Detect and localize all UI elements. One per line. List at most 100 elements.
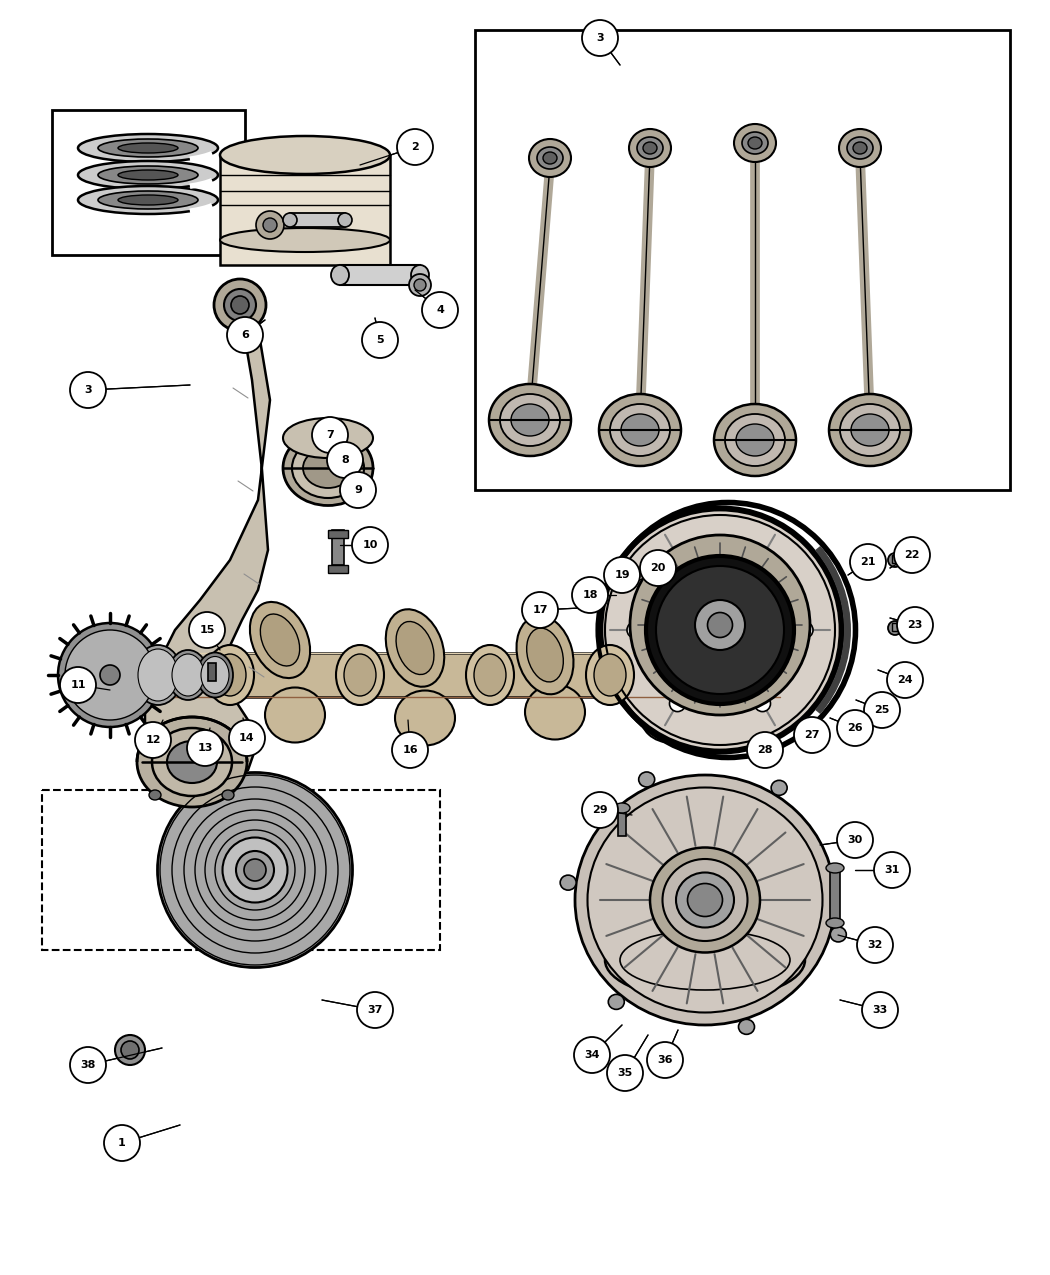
Circle shape <box>582 792 618 827</box>
Ellipse shape <box>98 139 198 157</box>
Ellipse shape <box>220 136 390 173</box>
Text: 16: 16 <box>402 745 418 755</box>
Ellipse shape <box>284 418 373 458</box>
Ellipse shape <box>78 134 218 162</box>
Ellipse shape <box>630 536 810 715</box>
Ellipse shape <box>149 790 161 799</box>
Ellipse shape <box>474 654 506 696</box>
Bar <box>328 565 348 572</box>
Ellipse shape <box>118 170 179 180</box>
Ellipse shape <box>134 645 182 705</box>
Text: 10: 10 <box>362 541 378 550</box>
Ellipse shape <box>152 728 232 796</box>
Bar <box>340 265 420 286</box>
Ellipse shape <box>826 863 844 873</box>
Ellipse shape <box>172 654 204 696</box>
Circle shape <box>522 592 558 629</box>
Bar <box>208 663 216 681</box>
Ellipse shape <box>136 717 247 807</box>
Ellipse shape <box>537 147 563 170</box>
Ellipse shape <box>640 687 700 742</box>
Ellipse shape <box>755 696 771 711</box>
Circle shape <box>327 442 363 478</box>
Ellipse shape <box>78 186 218 214</box>
Text: 31: 31 <box>884 864 900 875</box>
Circle shape <box>397 129 433 164</box>
Circle shape <box>392 732 428 768</box>
Ellipse shape <box>598 394 681 465</box>
Ellipse shape <box>525 685 585 740</box>
Ellipse shape <box>670 548 686 565</box>
Ellipse shape <box>650 848 760 952</box>
Text: 38: 38 <box>80 1060 96 1070</box>
Text: 11: 11 <box>70 680 86 690</box>
Text: 33: 33 <box>873 1005 887 1015</box>
Text: 20: 20 <box>650 564 666 572</box>
Ellipse shape <box>511 404 549 436</box>
Ellipse shape <box>220 228 390 252</box>
Polygon shape <box>145 295 270 790</box>
Text: 1: 1 <box>118 1139 126 1148</box>
Ellipse shape <box>466 645 514 705</box>
Ellipse shape <box>646 556 794 704</box>
Circle shape <box>227 317 262 353</box>
Circle shape <box>837 710 873 746</box>
Ellipse shape <box>621 414 659 446</box>
Text: 25: 25 <box>875 705 889 715</box>
Circle shape <box>850 544 886 580</box>
Ellipse shape <box>575 775 835 1025</box>
Text: 15: 15 <box>200 625 214 635</box>
Ellipse shape <box>260 615 299 666</box>
Bar <box>290 213 345 227</box>
Text: 27: 27 <box>804 731 820 739</box>
Circle shape <box>794 717 830 754</box>
Bar <box>892 623 922 631</box>
Bar <box>130 653 780 697</box>
Bar <box>52 110 245 255</box>
Ellipse shape <box>284 431 373 505</box>
Text: 14: 14 <box>239 733 255 743</box>
Circle shape <box>362 323 398 358</box>
Ellipse shape <box>738 1019 755 1034</box>
Ellipse shape <box>771 780 788 796</box>
Ellipse shape <box>527 629 564 682</box>
Text: 6: 6 <box>242 330 249 340</box>
Ellipse shape <box>489 384 571 456</box>
Ellipse shape <box>331 265 349 286</box>
Ellipse shape <box>121 1040 139 1060</box>
Ellipse shape <box>742 133 768 154</box>
Circle shape <box>747 732 783 768</box>
Ellipse shape <box>167 741 217 783</box>
Bar <box>830 868 840 923</box>
Ellipse shape <box>414 279 426 291</box>
Circle shape <box>352 527 388 564</box>
Ellipse shape <box>116 1035 145 1065</box>
Text: 18: 18 <box>583 590 597 601</box>
Text: 35: 35 <box>617 1068 632 1077</box>
Ellipse shape <box>888 621 902 635</box>
Circle shape <box>572 578 608 613</box>
Ellipse shape <box>853 142 867 154</box>
Ellipse shape <box>724 414 785 465</box>
Bar <box>475 31 1010 490</box>
Ellipse shape <box>98 191 198 209</box>
Ellipse shape <box>605 921 805 1000</box>
Ellipse shape <box>265 687 326 742</box>
Text: 26: 26 <box>847 723 863 733</box>
Ellipse shape <box>676 872 734 927</box>
Ellipse shape <box>675 580 765 669</box>
Ellipse shape <box>629 129 671 167</box>
Ellipse shape <box>620 929 790 989</box>
Ellipse shape <box>663 859 748 941</box>
Ellipse shape <box>410 274 430 296</box>
Circle shape <box>135 722 171 759</box>
Text: 24: 24 <box>897 674 912 685</box>
Ellipse shape <box>608 994 625 1010</box>
Ellipse shape <box>797 622 813 638</box>
Ellipse shape <box>396 621 434 674</box>
Ellipse shape <box>826 918 844 928</box>
Text: 9: 9 <box>354 484 362 495</box>
Text: 13: 13 <box>197 743 213 754</box>
Ellipse shape <box>224 289 256 321</box>
Text: 17: 17 <box>532 606 548 615</box>
